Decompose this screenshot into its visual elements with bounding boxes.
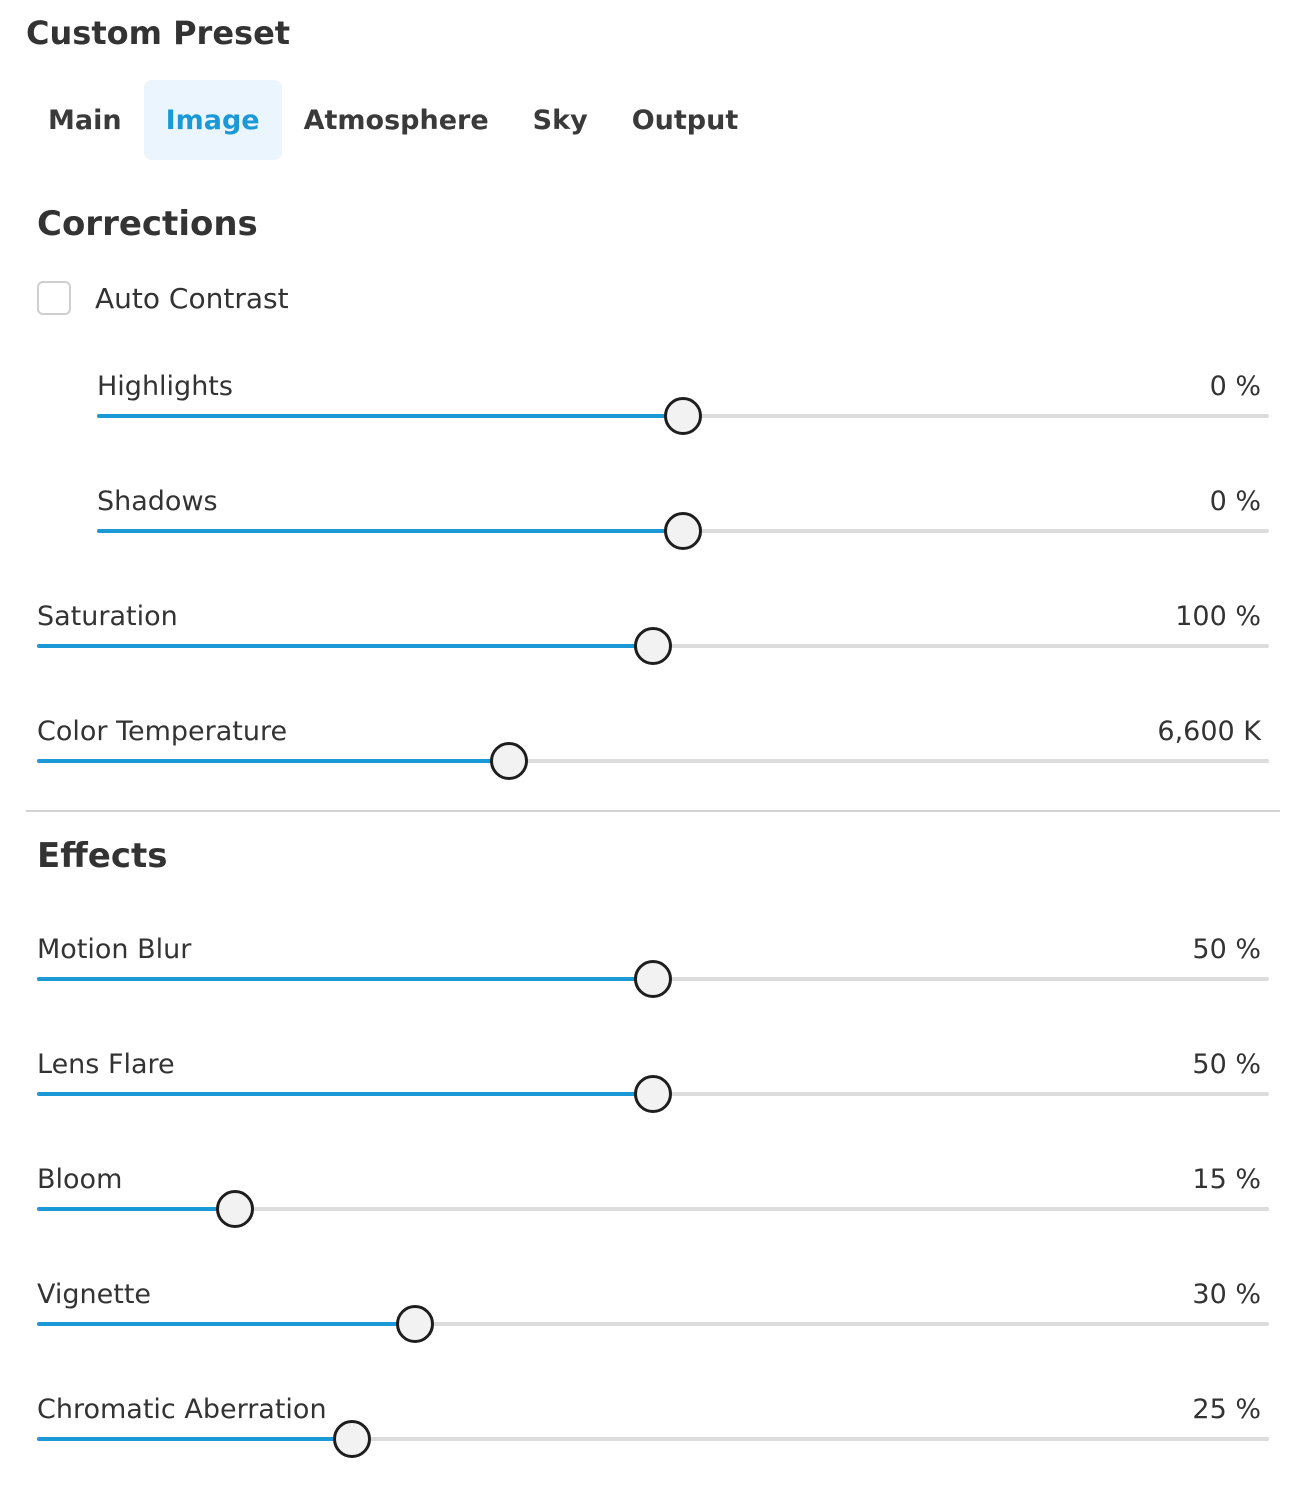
slider-track[interactable]	[37, 960, 1269, 998]
slider-fill	[37, 1322, 416, 1326]
slider-color-temperature: Color Temperature 6,600 K	[37, 714, 1269, 814]
effects-heading: Effects	[37, 836, 168, 876]
slider-chromatic-aberration: Chromatic Aberration 25 %	[37, 1392, 1269, 1492]
panel-title: Custom Preset	[26, 14, 291, 52]
slider-label: Bloom	[37, 1164, 123, 1195]
tab-atmosphere[interactable]: Atmosphere	[303, 104, 489, 136]
tab-output[interactable]: Output	[631, 104, 739, 136]
slider-fill	[37, 759, 509, 763]
slider-track[interactable]	[97, 512, 1269, 550]
slider-thumb[interactable]	[489, 742, 528, 780]
slider-thumb[interactable]	[664, 397, 702, 435]
slider-label: Shadows	[97, 486, 218, 517]
slider-fill	[37, 1207, 236, 1211]
slider-value: 100 %	[1175, 601, 1261, 632]
checkbox-box[interactable]	[37, 281, 71, 315]
slider-value: 30 %	[1192, 1279, 1261, 1310]
auto-contrast-checkbox[interactable]: Auto Contrast	[37, 281, 289, 315]
tab-sky[interactable]: Sky	[532, 104, 588, 136]
slider-saturation: Saturation 100 %	[37, 599, 1269, 699]
slider-value: 6,600 K	[1157, 716, 1261, 747]
slider-fill	[97, 414, 683, 418]
tab-main[interactable]: Main	[48, 104, 122, 136]
auto-contrast-label: Auto Contrast	[95, 281, 289, 315]
slider-value: 0 %	[1209, 486, 1261, 517]
slider-thumb[interactable]	[634, 960, 672, 998]
slider-track[interactable]	[97, 397, 1269, 435]
slider-value: 50 %	[1192, 1049, 1261, 1080]
slider-lens-flare: Lens Flare 50 %	[37, 1047, 1269, 1147]
slider-track[interactable]	[37, 1075, 1269, 1113]
slider-thumb[interactable]	[216, 1190, 255, 1228]
slider-value: 0 %	[1209, 371, 1261, 402]
slider-thumb[interactable]	[664, 512, 702, 550]
slider-fill	[37, 644, 653, 648]
slider-track[interactable]	[37, 1420, 1269, 1458]
section-divider	[26, 810, 1280, 812]
slider-label: Saturation	[37, 601, 178, 632]
slider-track[interactable]	[37, 1305, 1269, 1343]
slider-vignette: Vignette 30 %	[37, 1277, 1269, 1377]
slider-thumb[interactable]	[333, 1420, 372, 1458]
slider-value: 25 %	[1192, 1394, 1261, 1425]
slider-value: 50 %	[1192, 934, 1261, 965]
slider-track[interactable]	[37, 1190, 1269, 1228]
slider-label: Chromatic Aberration	[37, 1394, 327, 1425]
slider-label: Color Temperature	[37, 716, 288, 747]
slider-highlights: Highlights 0 %	[97, 369, 1269, 469]
slider-bloom: Bloom 15 %	[37, 1162, 1269, 1262]
tab-image[interactable]: Image	[143, 80, 282, 160]
tab-bar: Main Image Atmosphere Sky Output	[26, 80, 760, 160]
slider-track[interactable]	[37, 627, 1269, 665]
slider-label: Vignette	[37, 1279, 152, 1310]
slider-label: Highlights	[97, 371, 233, 402]
slider-fill	[97, 529, 683, 533]
slider-fill	[37, 1437, 353, 1441]
slider-track[interactable]	[37, 742, 1269, 780]
corrections-heading: Corrections	[37, 204, 258, 244]
slider-fill	[37, 977, 653, 981]
slider-label: Lens Flare	[37, 1049, 175, 1080]
slider-thumb[interactable]	[634, 627, 672, 665]
slider-motion-blur: Motion Blur 50 %	[37, 932, 1269, 1032]
slider-fill	[37, 1092, 653, 1096]
slider-thumb[interactable]	[634, 1075, 672, 1113]
slider-shadows: Shadows 0 %	[97, 484, 1269, 584]
slider-label: Motion Blur	[37, 934, 192, 965]
slider-thumb[interactable]	[396, 1305, 435, 1343]
slider-value: 15 %	[1192, 1164, 1261, 1195]
